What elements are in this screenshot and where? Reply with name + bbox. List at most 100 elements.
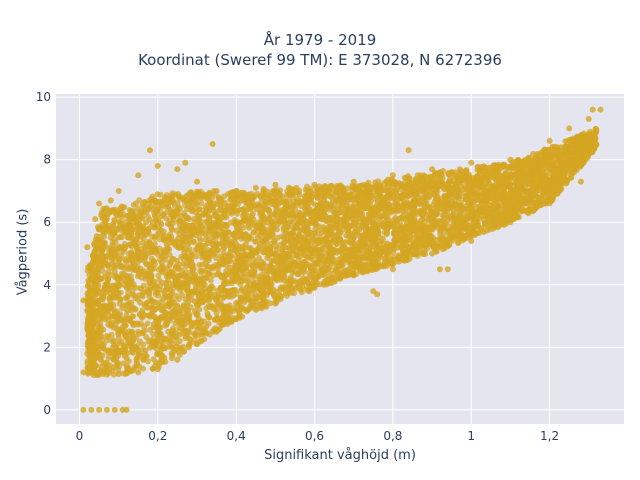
data-point	[144, 240, 151, 247]
data-point	[246, 282, 253, 288]
data-point	[236, 220, 243, 226]
data-point	[541, 188, 548, 195]
data-point	[129, 283, 136, 289]
data-point	[111, 236, 117, 243]
data-point	[368, 198, 374, 205]
data-point	[115, 259, 122, 266]
data-point	[120, 360, 127, 367]
data-point	[185, 342, 192, 349]
data-point	[288, 209, 295, 216]
data-point	[372, 223, 378, 230]
data-point	[104, 337, 111, 344]
data-point	[117, 289, 124, 296]
data-point	[434, 224, 440, 231]
data-point	[196, 325, 203, 331]
data-point	[103, 332, 110, 339]
data-point	[507, 180, 513, 187]
data-point	[109, 338, 116, 345]
data-point	[147, 337, 154, 344]
data-point	[555, 168, 562, 175]
data-point	[190, 239, 197, 246]
data-point	[111, 371, 117, 378]
data-point	[348, 251, 355, 258]
data-point	[226, 209, 233, 216]
data-point	[568, 174, 575, 181]
data-point	[534, 187, 541, 194]
data-point	[194, 320, 201, 327]
data-point	[289, 202, 296, 209]
data-point	[139, 346, 146, 353]
data-point	[292, 268, 299, 275]
data-point	[390, 194, 397, 201]
data-point	[169, 226, 176, 233]
data-point	[203, 223, 210, 230]
data-point	[194, 311, 201, 318]
data-point	[397, 220, 404, 227]
data-point	[325, 280, 332, 287]
data-point	[586, 131, 593, 138]
data-point	[248, 262, 255, 269]
data-point	[110, 356, 117, 363]
data-point	[450, 213, 457, 220]
data-point	[162, 345, 169, 352]
data-point	[103, 205, 110, 212]
data-point	[141, 268, 148, 275]
data-point	[181, 327, 188, 334]
data-point	[248, 268, 255, 275]
data-point	[156, 257, 163, 264]
data-point	[144, 320, 151, 327]
data-point	[221, 193, 228, 200]
data-point	[125, 358, 132, 365]
data-point	[208, 283, 215, 290]
data-point	[136, 338, 143, 345]
data-point	[315, 223, 322, 230]
data-point	[362, 254, 369, 261]
data-point	[465, 179, 472, 186]
data-point	[249, 286, 256, 293]
data-point	[132, 200, 139, 207]
data-point	[173, 227, 180, 234]
data-point	[277, 187, 283, 194]
data-point	[196, 262, 203, 268]
data-point	[217, 305, 224, 312]
data-point	[525, 208, 531, 214]
data-point	[252, 249, 259, 256]
data-point	[242, 277, 249, 284]
data-point	[242, 250, 249, 257]
data-point	[205, 269, 212, 276]
data-point	[383, 231, 390, 238]
data-point	[200, 191, 207, 198]
data-point	[150, 324, 157, 331]
data-point	[300, 235, 307, 242]
data-point	[256, 273, 263, 280]
data-point	[281, 250, 288, 257]
data-point	[104, 211, 111, 218]
data-point	[173, 292, 180, 299]
data-point	[150, 331, 157, 338]
data-point	[166, 239, 173, 246]
data-point	[404, 244, 411, 251]
data-point	[562, 138, 569, 145]
data-point	[107, 290, 114, 297]
data-point	[391, 226, 398, 233]
data-point	[150, 356, 157, 363]
data-point	[157, 282, 164, 289]
data-point	[202, 231, 209, 238]
data-point	[119, 264, 126, 270]
data-point	[220, 294, 227, 301]
data-point	[284, 237, 291, 244]
data-point	[274, 221, 281, 228]
data-point	[220, 244, 227, 251]
data-point	[473, 191, 480, 198]
data-point	[437, 231, 444, 238]
data-point	[103, 303, 110, 310]
data-point	[168, 338, 175, 345]
data-point	[152, 291, 159, 298]
data-point	[99, 336, 106, 343]
data-point	[182, 307, 189, 314]
data-point	[163, 286, 170, 293]
data-point	[423, 192, 429, 198]
data-point	[128, 250, 135, 257]
data-point	[311, 216, 317, 223]
data-point	[100, 291, 107, 298]
